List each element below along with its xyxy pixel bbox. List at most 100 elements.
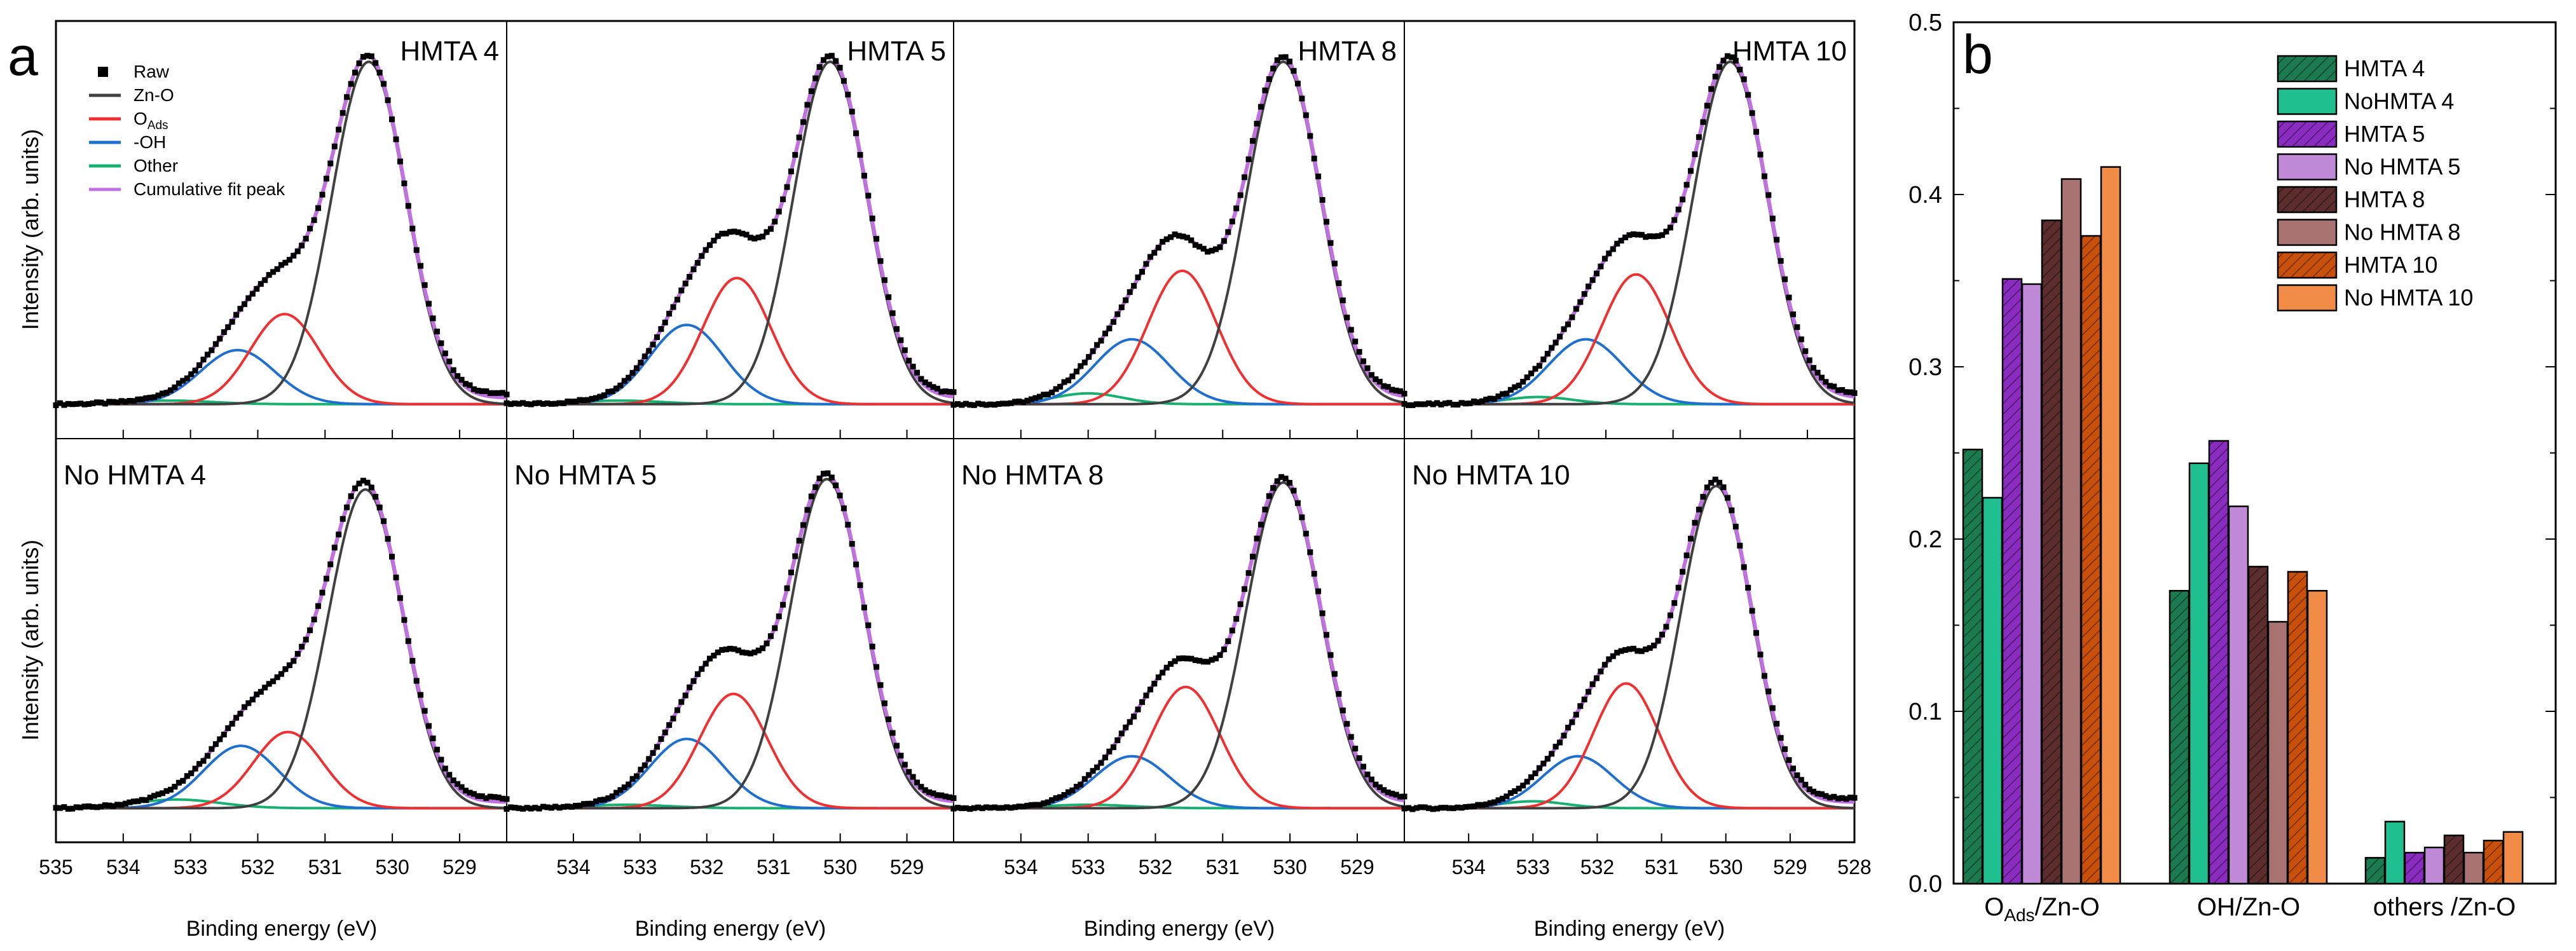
- bar-no-hmta-10-0: [2100, 166, 2121, 885]
- raw-data-point: [1160, 238, 1166, 245]
- raw-data-point: [1500, 795, 1505, 802]
- legend-label: HMTA 4: [2344, 55, 2425, 81]
- raw-data-point: [687, 684, 693, 690]
- panel-b-letter: b: [1963, 24, 1993, 85]
- raw-data-point: [393, 574, 399, 580]
- raw-data-point: [678, 287, 685, 294]
- raw-data-point: [1544, 350, 1551, 357]
- raw-data-point: [135, 798, 141, 804]
- raw-data-point: [1356, 755, 1362, 762]
- raw-data-point: [577, 397, 583, 403]
- raw-data-point: [914, 779, 920, 786]
- raw-data-point: [702, 247, 709, 253]
- raw-data-point: [1422, 804, 1428, 811]
- raw-data-point: [544, 400, 551, 406]
- raw-data-point: [1036, 802, 1043, 808]
- raw-data-point: [1303, 530, 1309, 537]
- raw-data-point: [1683, 552, 1690, 559]
- raw-data-point: [151, 394, 158, 400]
- legend-oads-main: O: [134, 109, 147, 128]
- bar-hmta-10-0: [2080, 235, 2102, 885]
- raw-data-point: [589, 395, 595, 402]
- subplot-label: HMTA 8: [1298, 36, 1397, 67]
- category-main: OH/Zn-O: [2197, 893, 2300, 921]
- raw-data-point: [1725, 495, 1730, 501]
- raw-data-point: [1098, 338, 1104, 344]
- raw-data-point: [1331, 261, 1338, 267]
- raw-data-point: [364, 53, 371, 59]
- raw-data-point: [1790, 311, 1796, 317]
- raw-data-point: [1520, 783, 1526, 789]
- raw-data-point: [286, 257, 292, 263]
- raw-data-point: [1463, 400, 1469, 407]
- raw-data-point: [1123, 724, 1129, 730]
- raw-data-point: [1643, 234, 1649, 240]
- x-tick-label: 534: [106, 856, 140, 879]
- raw-data-point: [1732, 523, 1739, 530]
- raw-data-point: [1073, 368, 1079, 374]
- raw-data-point: [1217, 652, 1223, 658]
- raw-data-point: [352, 69, 358, 76]
- component-curve-oh: [56, 348, 507, 406]
- raw-data-point: [1086, 772, 1092, 778]
- raw-data-point: [1401, 390, 1408, 397]
- component-curve-zno: [507, 477, 954, 810]
- raw-data-point: [209, 347, 215, 353]
- raw-data-point: [1626, 646, 1633, 652]
- raw-data-point: [544, 804, 551, 811]
- raw-data-point: [1823, 793, 1829, 799]
- raw-data-point: [1413, 401, 1420, 407]
- raw-data-point: [1659, 631, 1665, 638]
- raw-data-point: [690, 678, 697, 684]
- cumulative-fit-curve: [507, 472, 954, 811]
- raw-data-point: [1213, 246, 1219, 252]
- raw-data-point: [78, 804, 84, 811]
- raw-data-point: [1110, 318, 1116, 325]
- raw-data-point: [975, 804, 982, 811]
- raw-data-point: [1589, 681, 1596, 687]
- raw-data-point: [1831, 793, 1837, 800]
- raw-data-point: [1655, 233, 1661, 239]
- raw-data-point: [155, 791, 161, 798]
- raw-data-point: [666, 310, 673, 317]
- raw-data-point: [1405, 805, 1411, 811]
- y-tick-label: 0.5: [1908, 10, 1942, 36]
- category-label: OAds/Zn-O: [1984, 893, 2100, 925]
- raw-data-point: [983, 804, 990, 811]
- raw-data-point: [1426, 805, 1432, 811]
- raw-data-point: [1643, 647, 1649, 652]
- raw-data-point: [1618, 238, 1624, 244]
- raw-data-point: [1688, 168, 1694, 174]
- raw-data-point: [996, 805, 1002, 811]
- raw-data-point: [418, 692, 424, 698]
- raw-data-point: [565, 399, 571, 404]
- raw-data-point: [1438, 401, 1444, 407]
- raw-data-point: [127, 799, 133, 805]
- raw-data-point: [833, 58, 839, 64]
- raw-data-point: [983, 402, 990, 408]
- raw-data-point: [1819, 791, 1825, 797]
- raw-data-point: [311, 217, 317, 223]
- raw-data-point: [1495, 393, 1502, 399]
- raw-data-point: [1373, 781, 1379, 788]
- bar-no-hmta-5-0: [2021, 283, 2043, 885]
- raw-data-point: [336, 127, 342, 133]
- raw-data-point: [568, 399, 575, 405]
- raw-data-point: [102, 400, 108, 407]
- raw-data-point: [682, 692, 689, 699]
- raw-data-point: [1315, 588, 1322, 594]
- raw-data-point: [1442, 400, 1448, 407]
- raw-data-point: [1557, 333, 1563, 339]
- raw-data-point: [743, 231, 750, 238]
- raw-data-point: [1573, 711, 1579, 718]
- raw-data-point: [1757, 151, 1764, 158]
- raw-data-point: [857, 152, 863, 158]
- raw-data-point: [1450, 402, 1456, 407]
- raw-data-point: [723, 647, 729, 653]
- raw-data-point: [999, 805, 1006, 811]
- raw-data-point: [118, 398, 125, 404]
- raw-data-point: [1769, 705, 1776, 711]
- raw-data-point: [1397, 793, 1404, 800]
- raw-data-point: [237, 711, 243, 717]
- raw-data-point: [1049, 797, 1055, 804]
